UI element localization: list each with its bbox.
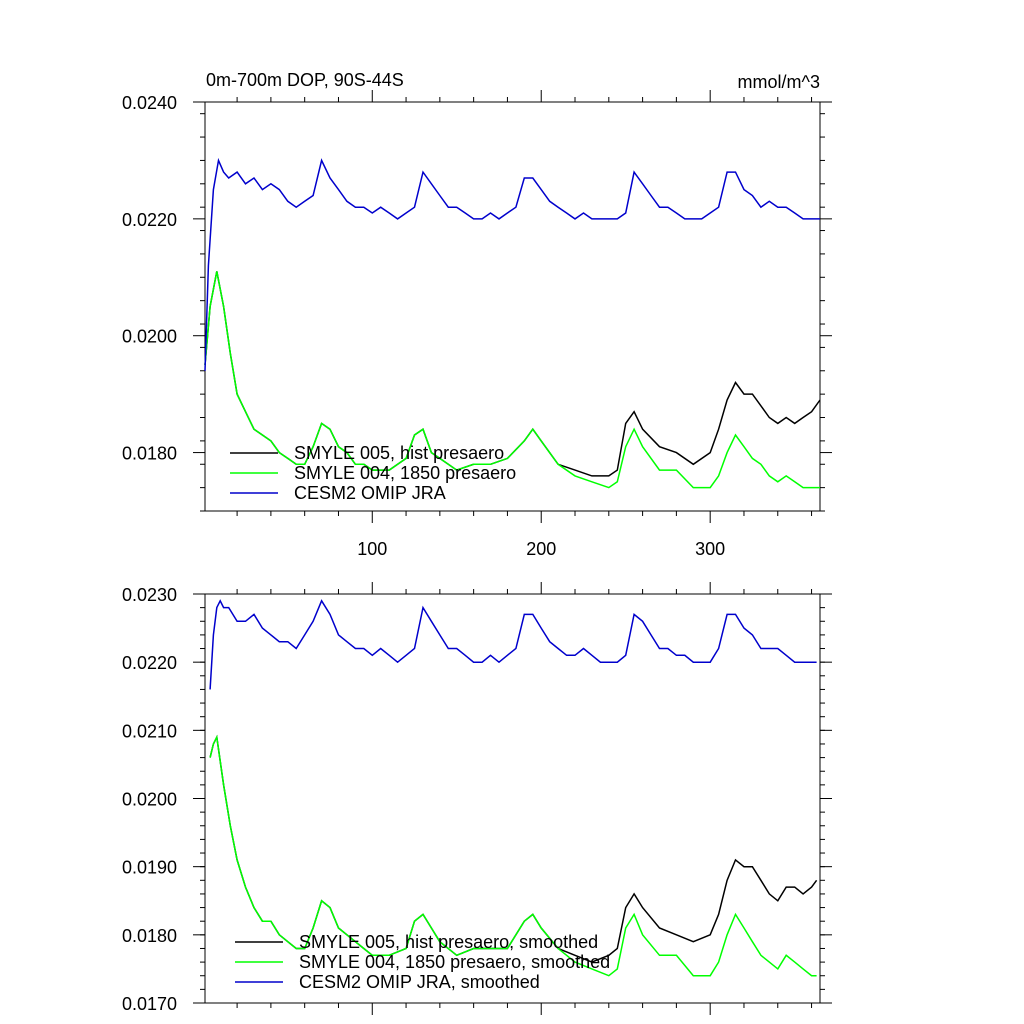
chart-title: 0m-700m DOP, 90S-44S	[206, 70, 404, 90]
y-tick-label: 0.0210	[122, 721, 177, 741]
legend-label: CESM2 OMIP JRA, smoothed	[299, 972, 540, 992]
series-line	[209, 599, 817, 690]
y-tick-label: 0.0180	[122, 926, 177, 946]
panel-bottom: 0.0170 0.0180 0.0190 0.0200 0.0210 0.0220 0.02…	[122, 582, 832, 1015]
y-tick-label: 0.0180	[122, 444, 177, 464]
y-tick-label: 0.0200	[122, 327, 177, 347]
legend-label: SMYLE 005, hist presaero, smoothed	[299, 932, 598, 952]
legend-label: SMYLE 004, 1850 presaero	[294, 463, 516, 483]
series-line	[209, 734, 817, 977]
y-tick-label: 0.0220	[122, 653, 177, 673]
legend-label: SMYLE 005, hist presaero	[294, 443, 504, 463]
series-line	[204, 271, 820, 489]
y-tick-label: 0.0240	[122, 93, 177, 113]
plot-frame	[204, 101, 821, 512]
legend-label: SMYLE 004, 1850 presaero, smoothed	[299, 952, 610, 972]
y-tick-label: 0.0170	[122, 994, 177, 1014]
x-tick-label: 200	[526, 539, 556, 559]
legend-label: CESM2 OMIP JRA	[294, 483, 446, 503]
series-line	[209, 734, 818, 963]
units-label: mmol/m^3	[738, 72, 820, 92]
y-tick-label: 0.0220	[122, 210, 177, 230]
series-line	[204, 157, 820, 371]
panel-top: 0m-700m DOP, 90S-44S mmol/m^3 100 200 300 0…	[122, 70, 832, 559]
y-tick-label: 0.0230	[122, 585, 177, 605]
x-tick-label: 300	[695, 539, 725, 559]
y-tick-label: 0.0190	[122, 858, 177, 878]
x-tick-label: 100	[357, 539, 387, 559]
y-tick-label: 0.0200	[122, 790, 177, 810]
